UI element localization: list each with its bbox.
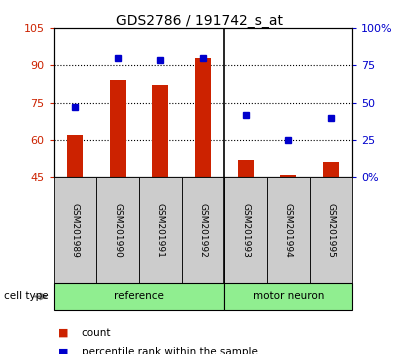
FancyBboxPatch shape xyxy=(310,177,352,283)
FancyBboxPatch shape xyxy=(267,177,310,283)
Text: ■: ■ xyxy=(58,347,68,354)
FancyBboxPatch shape xyxy=(224,283,352,310)
FancyBboxPatch shape xyxy=(181,177,224,283)
FancyBboxPatch shape xyxy=(54,283,224,310)
Text: ■: ■ xyxy=(58,328,68,338)
Bar xyxy=(109,80,126,177)
Text: GSM201993: GSM201993 xyxy=(241,202,250,258)
Text: GSM201995: GSM201995 xyxy=(326,202,336,258)
Bar xyxy=(323,162,339,177)
Bar xyxy=(280,175,297,177)
Bar xyxy=(195,58,211,177)
Text: GSM201992: GSM201992 xyxy=(199,203,207,257)
FancyBboxPatch shape xyxy=(54,177,96,283)
FancyBboxPatch shape xyxy=(224,177,267,283)
Text: count: count xyxy=(82,328,111,338)
FancyBboxPatch shape xyxy=(139,177,181,283)
Text: cell type: cell type xyxy=(4,291,49,302)
Text: GSM201991: GSM201991 xyxy=(156,202,165,258)
Text: GDS2786 / 191742_s_at: GDS2786 / 191742_s_at xyxy=(115,14,283,28)
Text: motor neuron: motor neuron xyxy=(253,291,324,302)
Bar xyxy=(152,85,168,177)
Text: GSM201990: GSM201990 xyxy=(113,202,122,258)
Text: percentile rank within the sample: percentile rank within the sample xyxy=(82,347,258,354)
Text: GSM201994: GSM201994 xyxy=(284,203,293,257)
Bar xyxy=(238,160,254,177)
Text: reference: reference xyxy=(114,291,164,302)
Text: GSM201989: GSM201989 xyxy=(70,202,80,258)
FancyBboxPatch shape xyxy=(96,177,139,283)
Bar xyxy=(67,135,83,177)
